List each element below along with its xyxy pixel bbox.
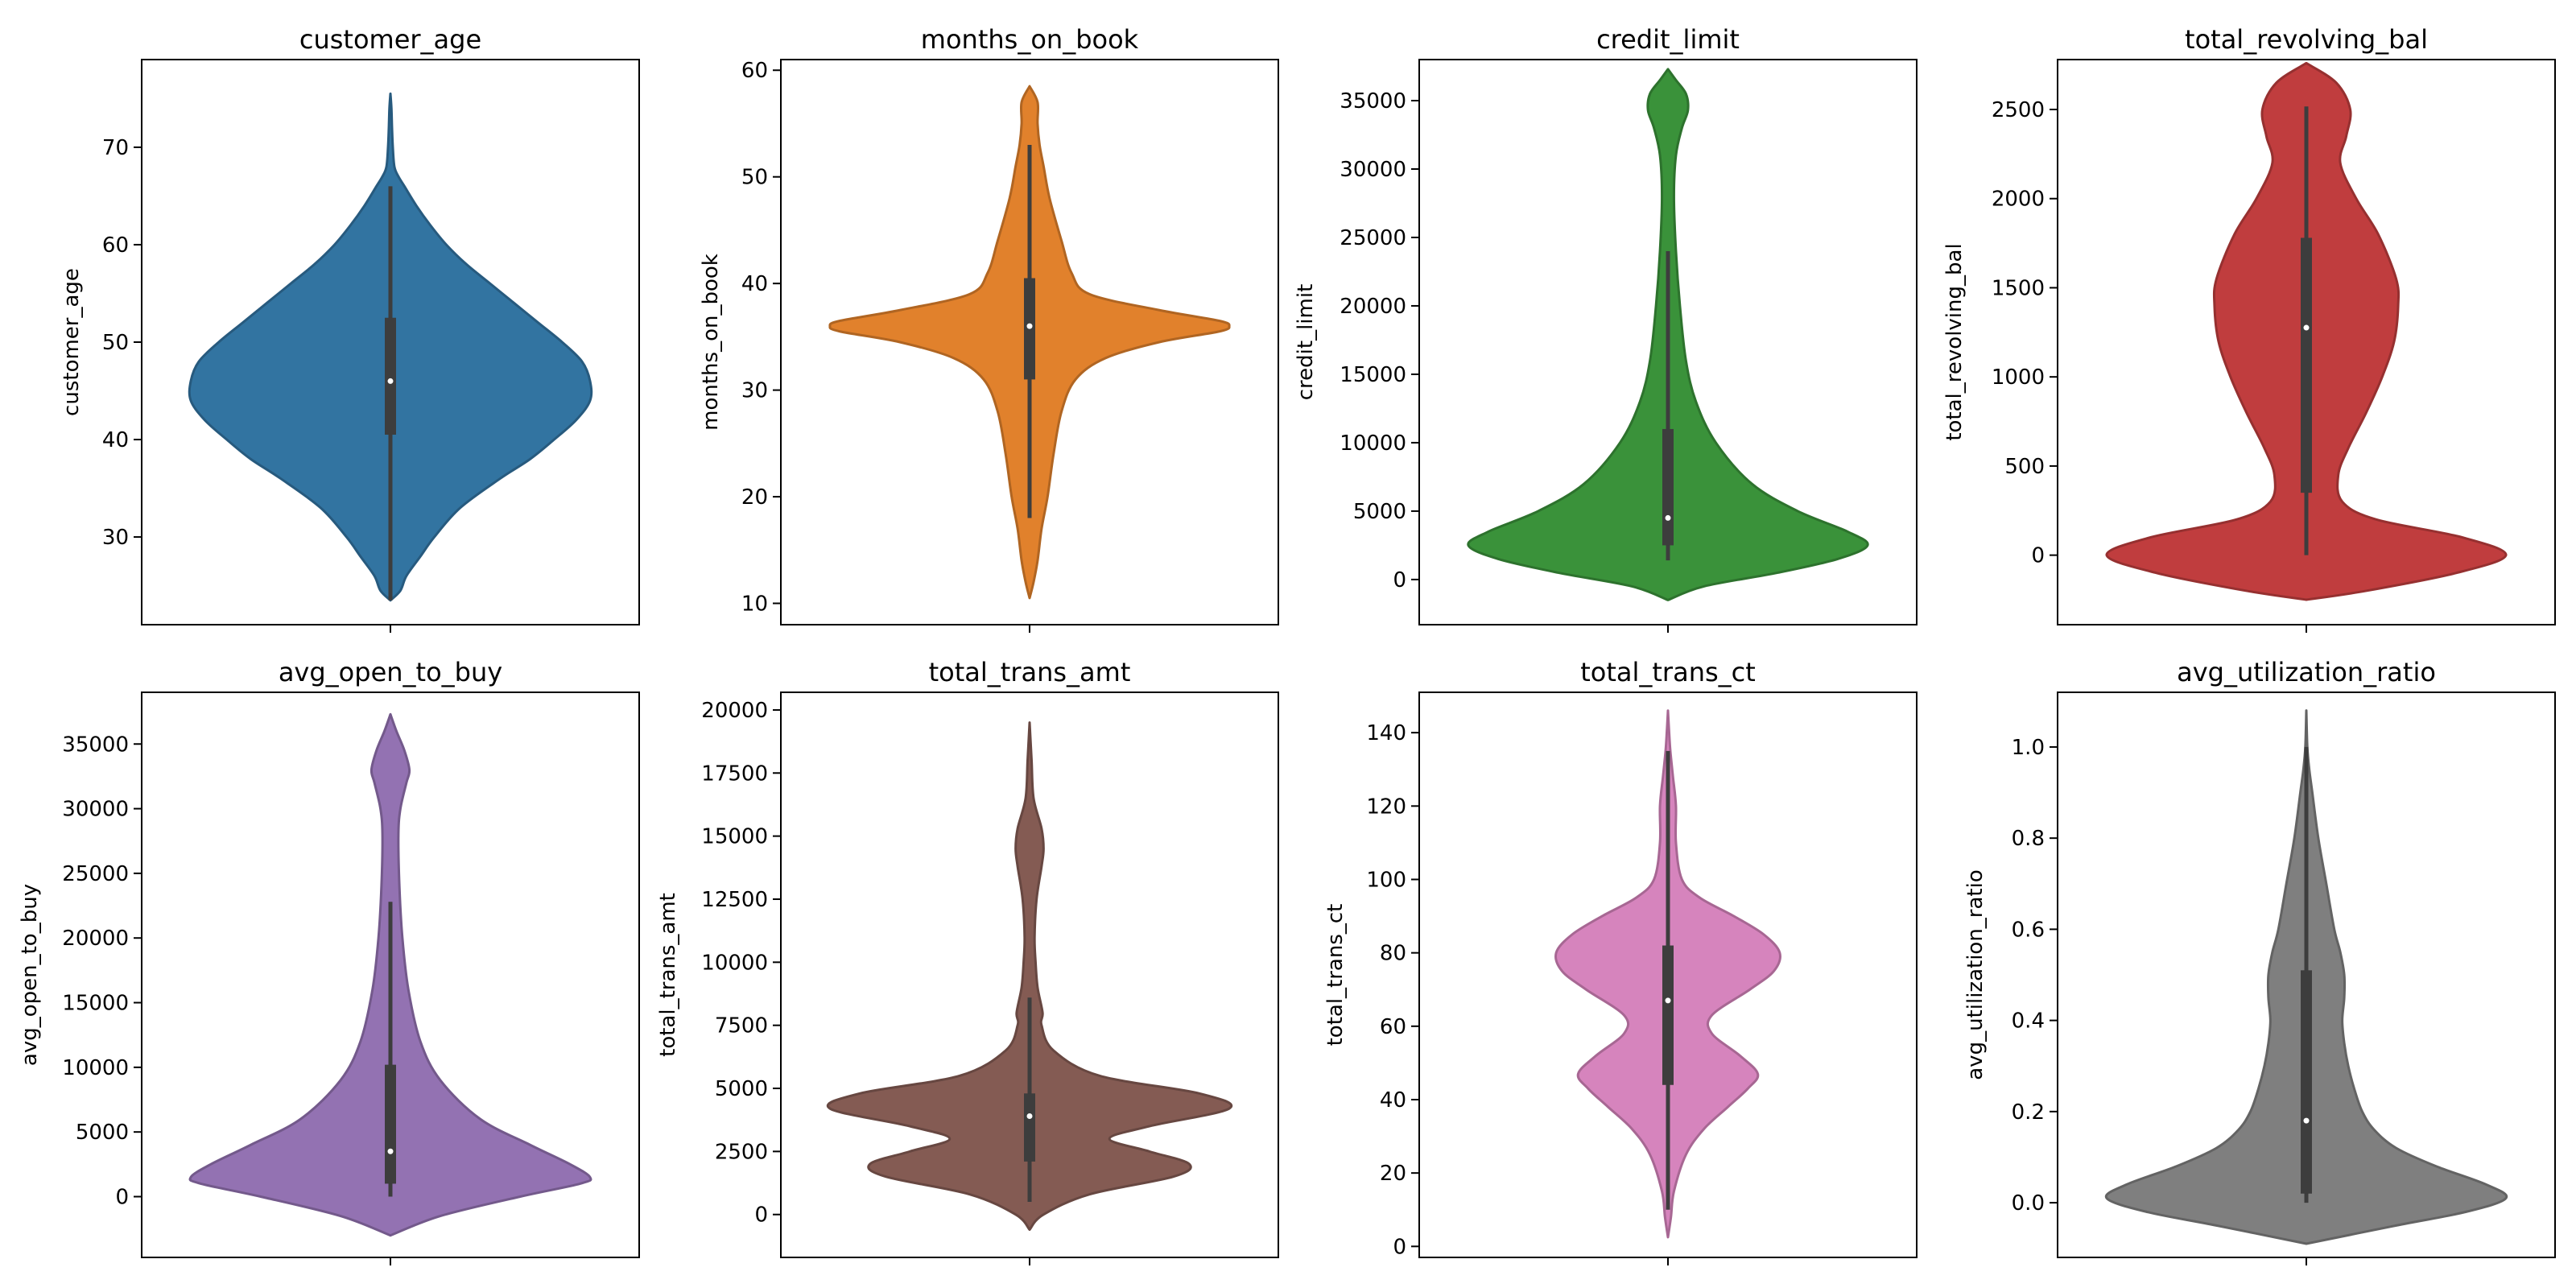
panels-container: customer_age3040506070customer_agemonths… — [18, 24, 2556, 1265]
iqr-box — [385, 317, 396, 435]
y-tick-label: 500 — [2004, 455, 2045, 479]
y-tick-label: 2500 — [1992, 98, 2045, 122]
y-tick-label: 40 — [102, 428, 129, 452]
y-tick-label: 0 — [754, 1203, 768, 1228]
violin-panel: total_trans_ct 0 20 40 60 80 100 120 140 total_tr… — [1323, 657, 1918, 1265]
y-tick-label: 17500 — [701, 762, 768, 786]
y-tick-label: 20000 — [62, 927, 129, 951]
iqr-box — [385, 1064, 396, 1184]
y-tick-label: 120 — [1366, 795, 1406, 819]
violin-panel: credit_limit 0 5000 10000 15000 20000 25000 300… — [1294, 24, 1918, 633]
y-tick-label: 140 — [1366, 721, 1406, 745]
y-tick-label: 0 — [1393, 1235, 1406, 1259]
y-tick-label: 30000 — [1340, 158, 1406, 182]
y-axis-label: total_trans_amt — [656, 893, 680, 1057]
violin-panel: months_on_book 10 20 30 40 50 60 months_on_book — [699, 24, 1279, 633]
y-tick-label: 1000 — [1992, 365, 2045, 390]
y-tick-label: 5000 — [1353, 500, 1406, 524]
y-tick-label: 10000 — [701, 951, 768, 975]
y-tick-label: 40 — [741, 272, 768, 296]
y-tick-label: 0 — [115, 1185, 129, 1209]
y-tick-label: 0 — [2031, 544, 2045, 568]
y-tick-label: 60 — [1380, 1015, 1406, 1039]
y-tick-label: 2000 — [1992, 188, 2045, 212]
iqr-box — [1662, 428, 1674, 546]
y-tick-label: 15000 — [62, 992, 129, 1016]
median-marker — [2303, 324, 2310, 331]
violin-panel: total_revolving_bal 0 500 1000 1500 2000 2500 t… — [1942, 24, 2556, 633]
violin-panel: total_trans_amt 0 2500 5000 7500 10000 12500 15… — [656, 657, 1279, 1265]
panel-title: total_trans_ct — [1580, 657, 1756, 687]
median-marker — [2303, 1117, 2310, 1124]
y-axis-label: total_revolving_bal — [1942, 243, 1967, 440]
y-tick-label: 15000 — [701, 825, 768, 849]
y-tick-label: 30 — [741, 379, 768, 403]
y-tick-label: 0 — [1393, 568, 1406, 592]
y-tick-label: 50 — [102, 331, 129, 355]
y-tick-label: 20000 — [1340, 295, 1406, 319]
y-tick-label: 15000 — [1340, 363, 1406, 387]
panel-title: total_revolving_bal — [2185, 24, 2428, 55]
y-tick-label: 10000 — [1340, 431, 1406, 456]
y-axis-label: avg_open_to_buy — [18, 884, 42, 1066]
iqr-box — [1024, 1093, 1035, 1162]
y-tick-label: 20 — [1380, 1162, 1406, 1186]
y-tick-label: 10 — [741, 592, 768, 617]
panel-title: total_trans_amt — [929, 657, 1131, 687]
y-tick-label: 5000 — [715, 1077, 768, 1101]
y-tick-label: 25000 — [1340, 226, 1406, 250]
y-axis-label: customer_age — [60, 268, 84, 416]
y-tick-label: 7500 — [715, 1014, 768, 1038]
y-tick-label: 35000 — [1340, 89, 1406, 114]
median-marker — [1026, 323, 1033, 329]
median-marker — [387, 378, 394, 384]
y-axis-label: avg_utilization_ratio — [1963, 869, 1988, 1080]
y-tick-label: 0.8 — [2012, 827, 2045, 851]
y-tick-label: 60 — [741, 59, 768, 83]
panel-title: credit_limit — [1596, 24, 1740, 55]
y-tick-label: 5000 — [76, 1121, 129, 1145]
y-tick-label: 80 — [1380, 942, 1406, 966]
y-tick-label: 0.2 — [2012, 1100, 2045, 1125]
y-axis-label: months_on_book — [699, 254, 723, 431]
y-tick-label: 1.0 — [2012, 736, 2045, 760]
y-tick-label: 20000 — [701, 699, 768, 723]
y-tick-label: 30 — [102, 526, 129, 550]
y-tick-label: 50 — [741, 166, 768, 190]
y-tick-label: 35000 — [62, 733, 129, 757]
panel-title: customer_age — [299, 24, 481, 55]
y-axis-label: credit_limit — [1294, 284, 1318, 401]
y-tick-label: 100 — [1366, 868, 1406, 892]
violin-panel: customer_age 30 40 50 60 70 customer_age — [60, 24, 640, 633]
panel-title: months_on_book — [921, 24, 1139, 55]
violin-body — [827, 721, 1232, 1232]
median-marker — [1026, 1113, 1033, 1119]
y-tick-label: 10000 — [62, 1056, 129, 1080]
y-tick-label: 40 — [1380, 1088, 1406, 1113]
y-tick-label: 0.0 — [2012, 1191, 2045, 1216]
y-axis-label: total_trans_ct — [1323, 904, 1348, 1046]
violin-panel: avg_open_to_buy 0 5000 10000 15000 20000 25000… — [18, 657, 640, 1265]
median-marker — [1665, 514, 1671, 521]
y-tick-label: 0.4 — [2012, 1009, 2045, 1034]
y-tick-label: 25000 — [62, 862, 129, 886]
y-tick-label: 60 — [102, 233, 129, 258]
y-tick-label: 30000 — [62, 798, 129, 822]
y-tick-label: 20 — [741, 485, 768, 510]
iqr-box — [2301, 237, 2312, 493]
y-tick-label: 70 — [102, 136, 129, 160]
y-tick-label: 2500 — [715, 1140, 768, 1164]
y-tick-label: 0.6 — [2012, 918, 2045, 942]
iqr-box — [2301, 970, 2312, 1194]
panel-title: avg_utilization_ratio — [2177, 657, 2436, 687]
y-tick-label: 1500 — [1992, 276, 2045, 300]
panel-title: avg_open_to_buy — [279, 657, 502, 687]
violin-panel: avg_utilization_ratio 0.0 0.2 0.4 0.6 0.8 1.0 a… — [1963, 657, 2556, 1265]
iqr-box — [1662, 945, 1674, 1085]
y-tick-label: 12500 — [701, 888, 768, 912]
median-marker — [1665, 997, 1671, 1004]
median-marker — [387, 1148, 394, 1154]
